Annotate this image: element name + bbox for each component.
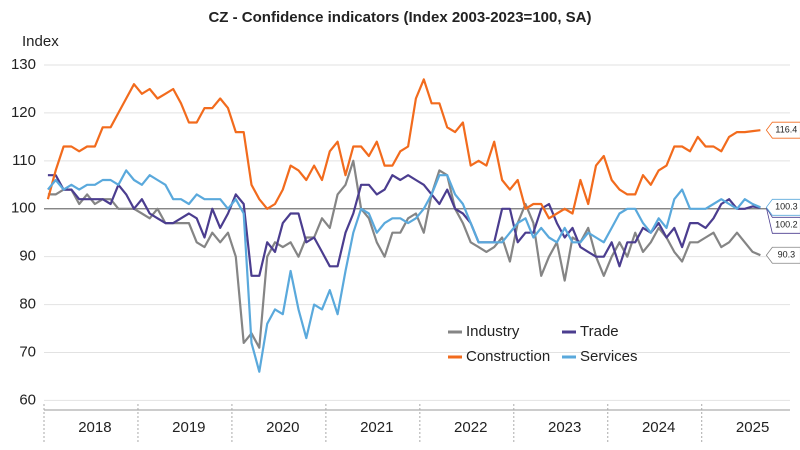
end-label-box	[765, 121, 800, 139]
y-tick-label: 120	[11, 104, 36, 121]
legend-label: Construction	[466, 348, 550, 365]
end-label: 100.3	[775, 202, 798, 212]
end-label: 90.3	[778, 250, 796, 260]
series-line	[47, 169, 761, 373]
x-tick-label: 2025	[736, 419, 769, 436]
legend-label: Trade	[580, 323, 619, 340]
y-tick-label: 70	[19, 343, 36, 360]
series-line	[47, 159, 761, 349]
x-tick-label: 2023	[548, 419, 581, 436]
legend-label: Industry	[466, 323, 520, 340]
series-line	[47, 174, 761, 277]
end-label-box	[765, 198, 800, 216]
end-label-box	[765, 207, 800, 234]
x-tick-label: 2022	[454, 419, 487, 436]
y-tick-label: 60	[19, 391, 36, 408]
x-tick-label: 2019	[172, 419, 205, 436]
x-tick-label: 2024	[642, 419, 675, 436]
x-tick-label: 2020	[266, 419, 299, 436]
y-tick-label: 90	[19, 248, 36, 265]
y-tick-label: 110	[12, 152, 36, 169]
y-tick-label: 100	[11, 200, 36, 217]
chart-title: CZ - Confidence indicators (Index 2003-2…	[208, 9, 591, 26]
x-tick-label: 2018	[78, 419, 111, 436]
legend-label: Services	[580, 348, 638, 365]
series-line	[46, 78, 761, 220]
end-label-box	[765, 246, 800, 264]
end-label: 116.4	[775, 125, 797, 135]
end-label: 100.2	[775, 220, 798, 230]
y-axis-label: Index	[22, 33, 59, 50]
y-tick-label: 80	[19, 296, 36, 313]
y-tick-label: 130	[11, 56, 36, 73]
x-tick-label: 2021	[360, 419, 393, 436]
